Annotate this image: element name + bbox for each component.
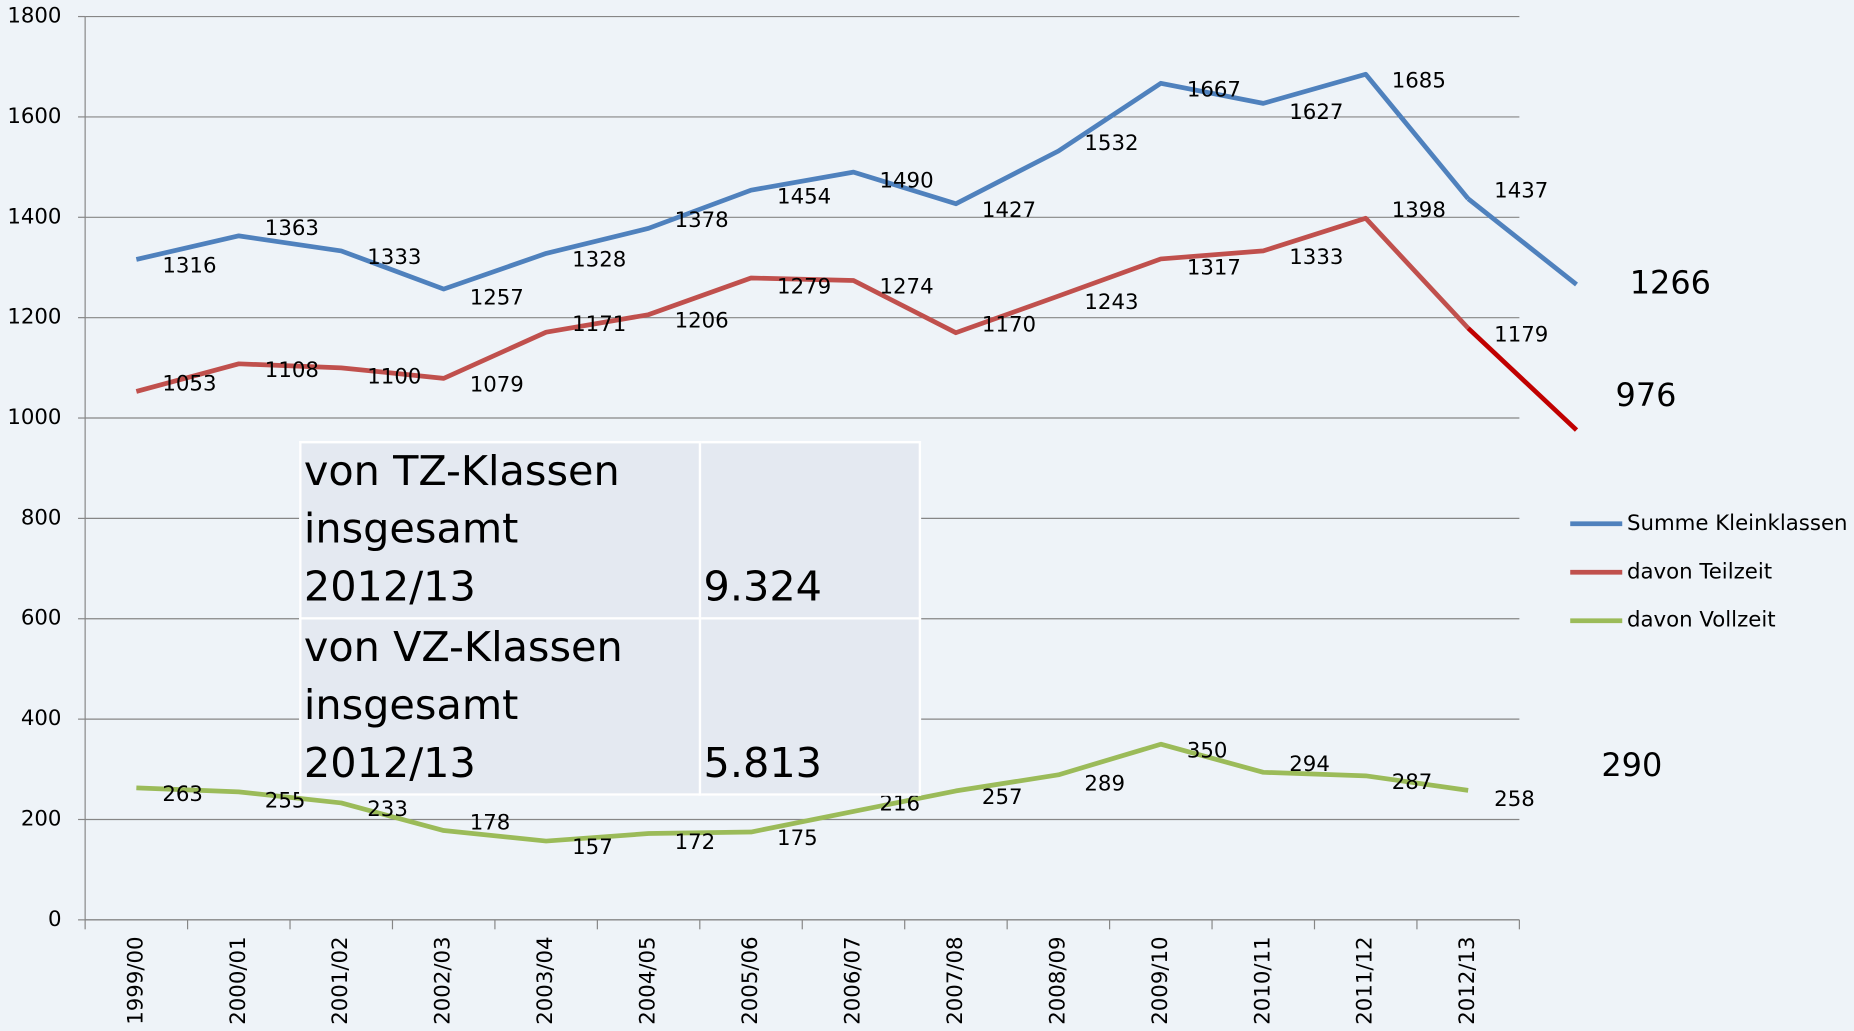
x-tick-label: 2002/03 [431, 936, 456, 1024]
projection-label: 1266 [1630, 264, 1711, 302]
data-label: 1490 [879, 169, 933, 194]
data-label: 1257 [470, 286, 524, 311]
data-label: 1685 [1392, 68, 1446, 93]
data-label: 1328 [572, 248, 626, 273]
legend-label: Summe Kleinklassen [1627, 511, 1848, 536]
data-label: 255 [265, 788, 306, 813]
legend-label: davon Teilzeit [1627, 559, 1772, 584]
y-tick-label: 600 [21, 606, 62, 631]
table-row: von VZ-Klassen insgesamt 2012/13 5.813 [299, 617, 922, 796]
data-label: 1179 [1494, 322, 1548, 347]
table-cell: von TZ-Klassen insgesamt 2012/13 [299, 441, 702, 620]
x-tick-label: 2012/13 [1455, 936, 1480, 1024]
data-label: 1170 [982, 313, 1036, 338]
data-label: 1667 [1187, 77, 1241, 102]
data-label: 1333 [367, 245, 421, 270]
x-tick-label: 2005/06 [738, 936, 763, 1024]
y-tick-label: 1200 [7, 305, 61, 330]
data-label: 1437 [1494, 179, 1548, 204]
x-tick-label: 1999/00 [123, 936, 148, 1024]
series-line [135, 71, 1470, 292]
x-tick-label: 2003/04 [533, 936, 558, 1024]
projection-line [1466, 196, 1578, 287]
x-tick-label: 2004/05 [636, 936, 661, 1024]
data-label: 263 [162, 782, 203, 807]
data-label: 258 [1494, 787, 1535, 812]
data-label: 1316 [162, 254, 216, 279]
x-tick-label: 2009/10 [1148, 936, 1173, 1024]
projection-label: 290 [1601, 746, 1662, 784]
data-label: 233 [367, 797, 408, 822]
y-tick-label: 200 [21, 806, 62, 831]
table-cell: 9.324 [698, 441, 922, 620]
y-tick-label: 1800 [7, 4, 61, 29]
data-label: 257 [982, 785, 1023, 810]
data-label: 1053 [162, 371, 216, 396]
projection-label: 976 [1616, 376, 1677, 414]
series-line [135, 215, 1470, 394]
data-label: 1079 [470, 372, 524, 397]
y-tick-label: 800 [21, 505, 62, 530]
y-tick-label: 1000 [7, 405, 61, 430]
data-label: 175 [777, 826, 818, 851]
x-tick-label: 2000/01 [226, 936, 251, 1024]
data-label: 1279 [777, 274, 831, 299]
legend-label: davon Vollzeit [1627, 608, 1776, 633]
data-label: 1317 [1187, 255, 1241, 280]
table-cell: 5.813 [698, 617, 922, 796]
y-tick-label: 1600 [7, 104, 61, 129]
x-tick-label: 2006/07 [840, 936, 865, 1024]
y-tick-label: 1400 [7, 204, 61, 229]
data-label: 1427 [982, 198, 1036, 223]
data-label: 350 [1187, 738, 1228, 763]
data-label: 1171 [572, 312, 626, 337]
data-label: 1378 [675, 208, 729, 233]
data-label: 1274 [879, 275, 933, 300]
x-tick-label: 2011/12 [1353, 936, 1378, 1024]
data-label: 1206 [675, 309, 729, 334]
info-table: von TZ-Klassen insgesamt 2012/13 9.324 vo… [299, 441, 922, 796]
data-label: 1100 [367, 364, 421, 389]
data-label: 157 [572, 835, 613, 860]
x-tick-label: 2010/11 [1250, 936, 1275, 1024]
table-row: von TZ-Klassen insgesamt 2012/13 9.324 [299, 441, 922, 620]
data-label: 287 [1392, 770, 1433, 795]
series-line [136, 741, 1469, 844]
data-label: 1108 [265, 358, 319, 383]
y-tick-label: 400 [21, 706, 62, 731]
table-cell: von VZ-Klassen insgesamt 2012/13 [299, 617, 702, 796]
data-label: 178 [470, 810, 511, 835]
x-tick-label: 2001/02 [328, 936, 353, 1024]
data-label: 1398 [1392, 198, 1446, 223]
data-label: 1333 [1289, 245, 1343, 270]
data-label: 294 [1289, 752, 1330, 777]
x-tick-label: 2007/08 [943, 936, 968, 1024]
projection-line [1466, 326, 1579, 432]
data-label: 1363 [265, 216, 319, 241]
data-label: 1532 [1084, 131, 1138, 156]
y-tick-label: 0 [48, 907, 62, 932]
data-label: 1243 [1084, 290, 1138, 315]
data-label: 1627 [1289, 100, 1343, 125]
data-label: 289 [1084, 771, 1125, 796]
data-label: 1454 [777, 184, 831, 209]
x-tick-label: 2008/09 [1045, 936, 1070, 1024]
data-label: 172 [675, 830, 716, 855]
